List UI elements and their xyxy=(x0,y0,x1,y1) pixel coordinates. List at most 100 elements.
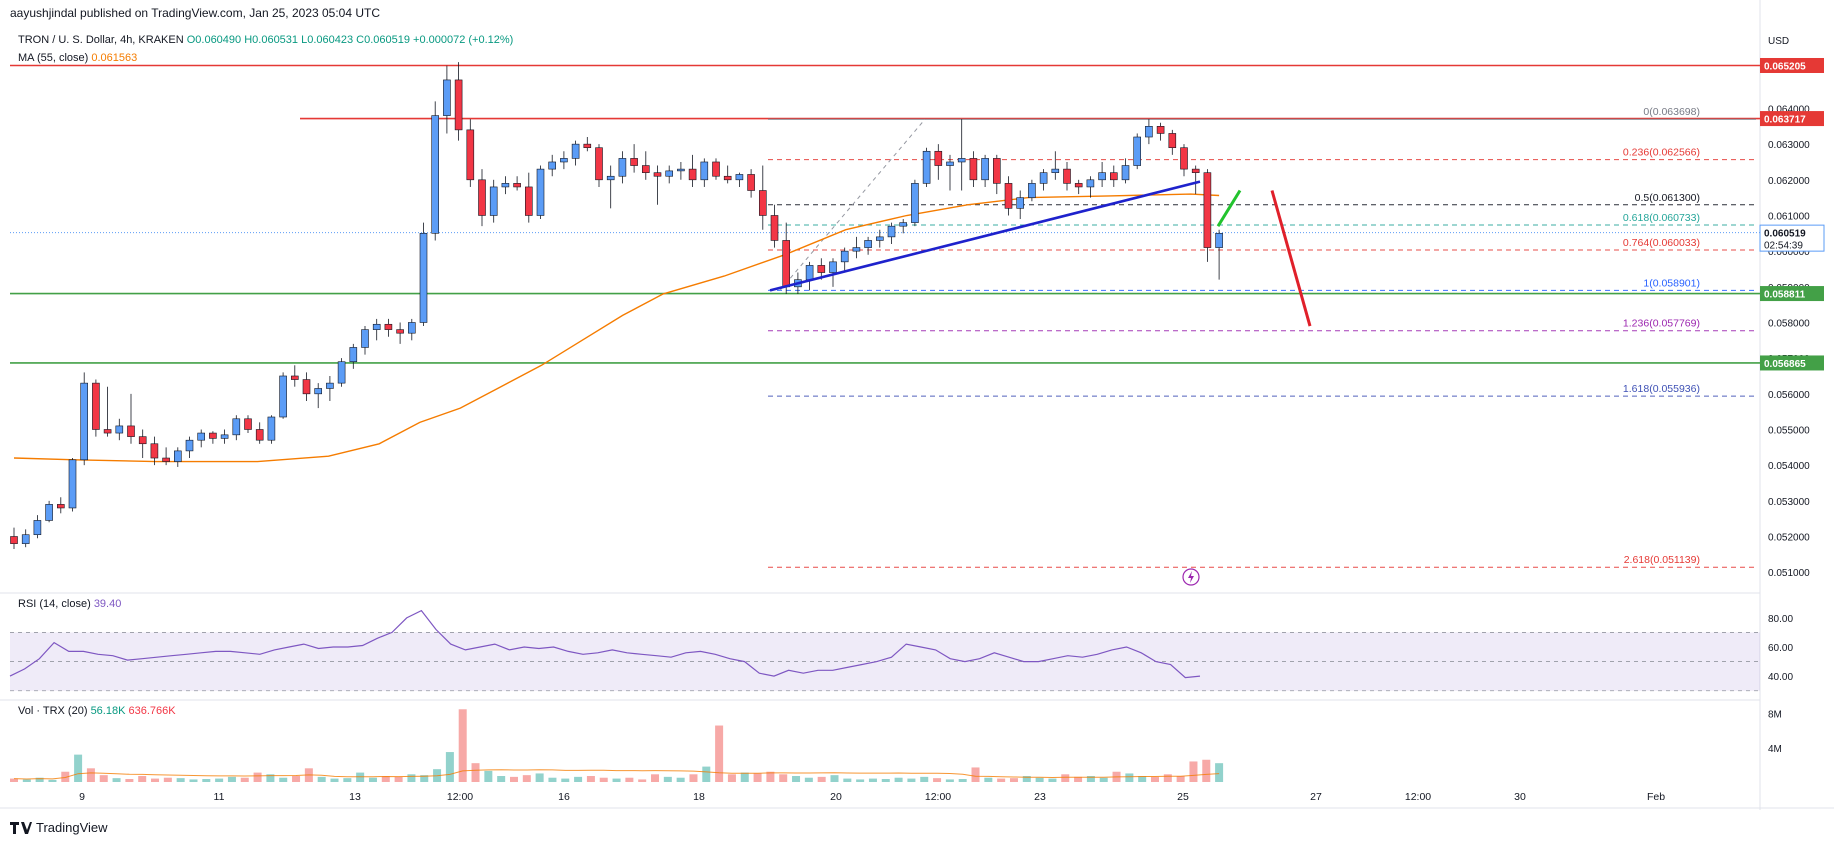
price-label-box xyxy=(1760,111,1824,127)
volume-bar xyxy=(1099,777,1108,782)
candle-body xyxy=(197,432,205,441)
footer-brand-name: TradingView xyxy=(36,820,108,835)
volume-bar xyxy=(343,778,352,782)
volume-bar xyxy=(394,776,403,782)
volume-bar xyxy=(1009,778,1018,782)
price-tick-label: 0.051000 xyxy=(1768,568,1810,579)
candle-body xyxy=(92,382,100,430)
volume-bar xyxy=(1086,776,1095,782)
candle-body xyxy=(232,418,241,436)
time-tick-label: 27 xyxy=(1310,791,1322,803)
candle-body xyxy=(1051,168,1060,173)
footer-brand: TradingView xyxy=(10,820,108,835)
time-tick-label: 12:00 xyxy=(447,791,473,803)
volume-bar xyxy=(561,778,570,782)
volume-bar xyxy=(1150,776,1159,782)
time-tick-label: 23 xyxy=(1034,791,1046,803)
volume-bar xyxy=(984,777,993,782)
volume-bar xyxy=(368,777,377,782)
tradingview-logo-icon xyxy=(10,821,32,834)
rsi-label: RSI (14, close) xyxy=(18,598,91,610)
candle-body xyxy=(419,233,428,323)
candles xyxy=(10,62,1223,549)
volume-bar xyxy=(522,775,531,782)
volume-bar xyxy=(163,777,172,782)
candle-body xyxy=(829,261,837,273)
candle-body xyxy=(185,439,194,452)
candle-body xyxy=(840,250,849,263)
candle-body xyxy=(1074,183,1083,188)
candle-body xyxy=(583,143,592,149)
volume-bar xyxy=(894,777,903,782)
volume-bar xyxy=(1035,777,1044,782)
time-axis: 9 11 13 12:00 16 18 20 12:00 23 25 27 12:00 30 Feb xyxy=(79,791,1665,803)
price-chart[interactable]: 0(0.063698) 0.236(0.062566) 0.5(0.061300) 0… xyxy=(0,0,1834,810)
volume-bar xyxy=(215,778,224,782)
fib-label: 0(0.063698) xyxy=(1643,106,1700,118)
candle-body xyxy=(349,347,358,363)
volume-bar xyxy=(612,778,621,782)
candle-body xyxy=(279,375,287,418)
candle-body xyxy=(747,174,755,191)
candle-body xyxy=(630,158,638,166)
volume-bar xyxy=(933,778,942,782)
rsi-panel: 80.00 60.00 40.00 xyxy=(9,609,1793,692)
candle-body xyxy=(162,457,170,462)
volume-bar xyxy=(804,777,813,782)
volume-bar xyxy=(856,779,865,782)
candle-body xyxy=(1028,183,1036,198)
time-tick-label: 20 xyxy=(830,791,842,803)
candle-body xyxy=(1086,179,1095,188)
candle-body xyxy=(946,161,954,166)
price-tick-label: 0.052000 xyxy=(1768,532,1810,543)
candle-body xyxy=(992,158,1001,184)
moving-average xyxy=(13,193,1220,463)
candle-body xyxy=(443,79,451,116)
price-tick-label: 0.056000 xyxy=(1768,390,1810,401)
price-label: 0.056865 xyxy=(1764,359,1806,370)
volume-bar xyxy=(715,725,724,782)
volume-bar xyxy=(1074,776,1083,782)
time-tick-label: 25 xyxy=(1177,791,1189,803)
candle-body xyxy=(1016,197,1025,209)
candle-body xyxy=(536,168,545,216)
candle-body xyxy=(361,329,369,348)
candle-body xyxy=(1145,126,1153,138)
price-tick-label: 0.063000 xyxy=(1768,140,1810,151)
candle-body xyxy=(326,382,334,389)
candle-body xyxy=(1168,133,1177,149)
volume-bar xyxy=(574,776,583,782)
volume-bar xyxy=(138,776,147,782)
volume-bar xyxy=(1138,776,1147,782)
volume-bar xyxy=(471,763,480,782)
candle-body xyxy=(1098,172,1106,181)
volume-bar xyxy=(920,776,929,782)
candle-body xyxy=(1133,136,1141,166)
candle-body xyxy=(723,175,732,181)
candle-body xyxy=(957,158,966,163)
volume-bar xyxy=(663,776,672,782)
candle-body xyxy=(21,534,30,544)
price-label-box xyxy=(1760,286,1824,302)
candle-body xyxy=(782,240,791,288)
candle-body xyxy=(1215,233,1223,248)
volume-ma-line xyxy=(13,769,1220,780)
price-label: 0.060519 xyxy=(1764,229,1806,240)
candle-body xyxy=(290,375,299,380)
volume-bar xyxy=(689,774,698,782)
candle-body xyxy=(735,174,744,181)
forecast-up-line xyxy=(1216,189,1242,227)
symbol-name: TRON / U. S. Dollar, 4h, KRAKEN xyxy=(18,34,184,46)
price-tick-label: 0.054000 xyxy=(1768,461,1810,472)
fib-label: 2.618(0.051139) xyxy=(1624,554,1700,566)
candle-body xyxy=(665,170,674,177)
price-tick-label: 0.058000 xyxy=(1768,318,1810,329)
volume-bar xyxy=(945,779,954,782)
volume-bar xyxy=(253,772,262,782)
volume-bar xyxy=(548,777,557,782)
candle-body xyxy=(33,520,42,536)
candle-body xyxy=(513,183,521,188)
volume-bar xyxy=(766,771,775,782)
volume-bar xyxy=(292,776,301,782)
candle-body xyxy=(314,388,323,395)
